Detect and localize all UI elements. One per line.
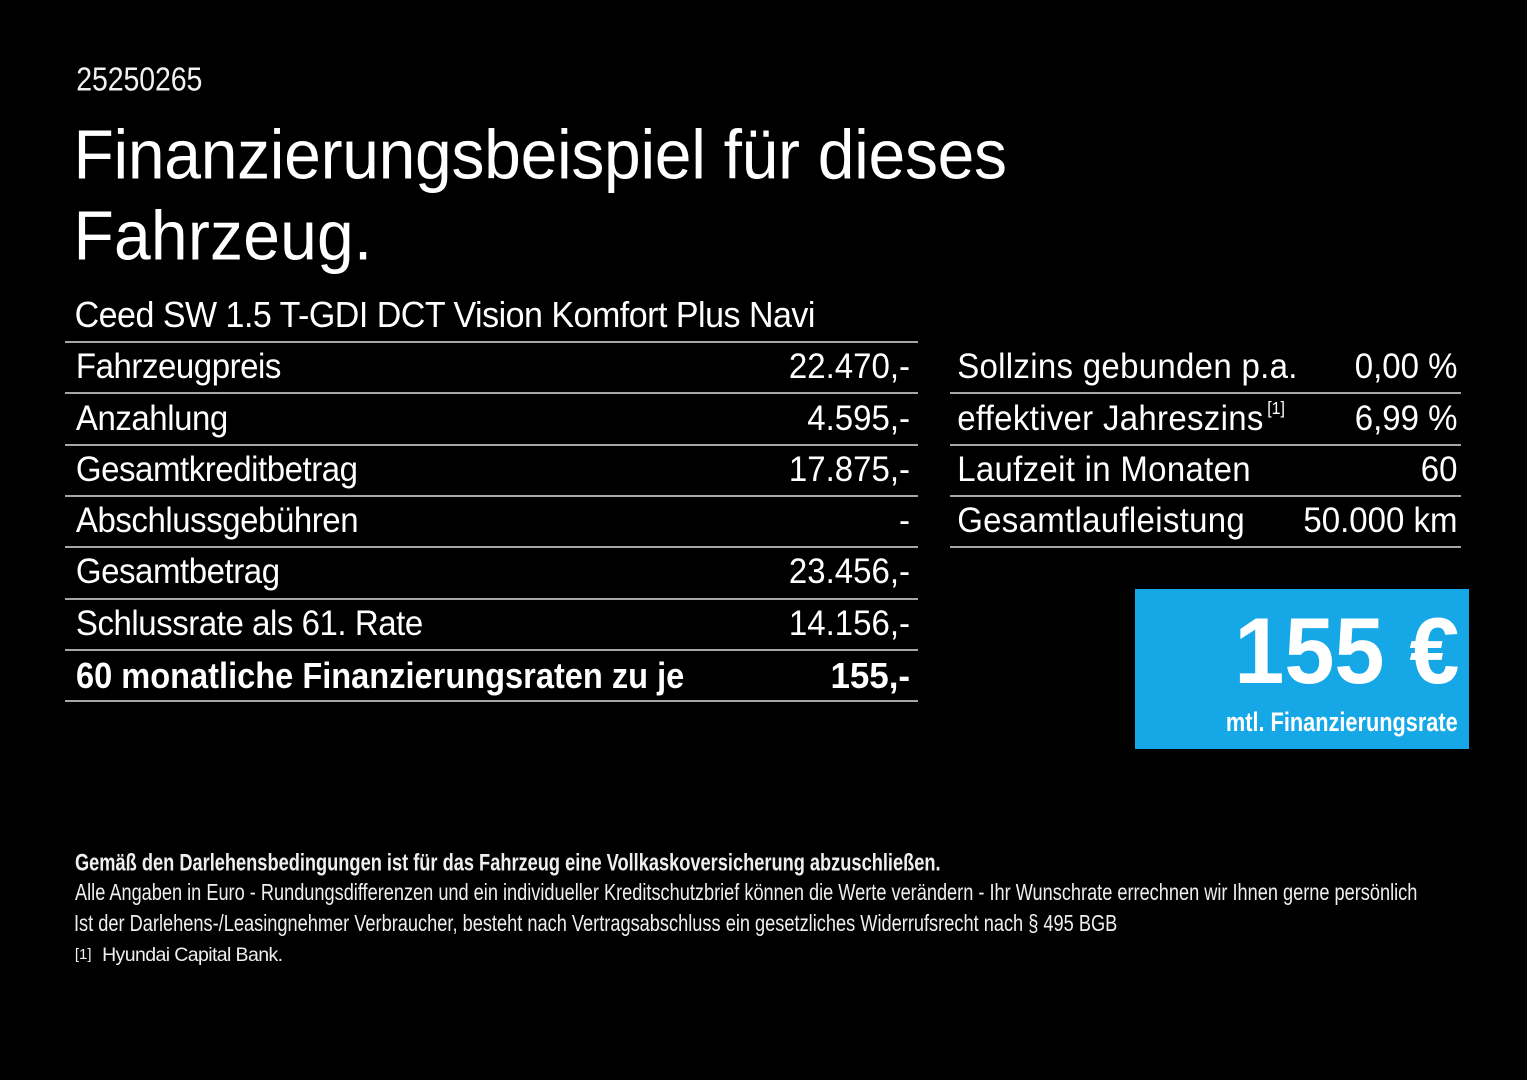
left-table-rule-4 bbox=[65, 546, 918, 549]
page-title-line2: Fahrzeug. bbox=[73, 195, 373, 275]
left-table-rule-7 bbox=[65, 700, 918, 703]
right-table-row-label: Laufzeit in Monaten bbox=[957, 448, 1251, 489]
right-table-row-value: 50.000 km bbox=[1303, 499, 1458, 540]
left-table-rule-2 bbox=[65, 443, 918, 446]
footnote-marker: [1] bbox=[74, 945, 92, 963]
right-table-row-label: effektiver Jahreszins [1] bbox=[957, 397, 1285, 437]
left-table-row-value: 155,- bbox=[830, 655, 910, 697]
left-table-row-label: Gesamtbetrag bbox=[75, 551, 280, 591]
footer-note-line2: Ist der Darlehens-/Leasingnehmer Verbrau… bbox=[73, 910, 1117, 937]
left-table-row-value: 17.875,- bbox=[788, 448, 910, 489]
left-table-rule-3 bbox=[65, 494, 918, 497]
price-badge-caption: mtl. Finanzierungsrate bbox=[1226, 706, 1458, 737]
right-table-row-value: 6,99 % bbox=[1354, 397, 1458, 437]
left-table-row-value: - bbox=[899, 499, 910, 540]
page-title-line1: Finanzierungsbeispiel für dieses bbox=[73, 114, 1008, 193]
right-table-rule-1 bbox=[950, 443, 1461, 446]
footer-bold-note: Gemäß den Darlehensbedingungen ist für d… bbox=[75, 848, 941, 876]
right-table-rule-0 bbox=[950, 392, 1461, 395]
left-table-row-label: Gesamtkreditbetrag bbox=[75, 448, 358, 489]
right-table-row-value: 0,00 % bbox=[1354, 345, 1458, 386]
left-table-row-value: 22.470,- bbox=[788, 345, 910, 386]
left-table-row-value: 23.456,- bbox=[788, 551, 910, 591]
footnote-marker: [1] bbox=[1267, 399, 1285, 418]
left-table-row-label: 60 monatliche Finanzierungsraten zu je bbox=[75, 655, 685, 697]
left-table-rule-6 bbox=[65, 648, 918, 651]
footnote-text: Hyundai Capital Bank. bbox=[102, 943, 283, 966]
right-table-rule-2 bbox=[950, 494, 1461, 497]
left-table-rule-5 bbox=[65, 597, 918, 600]
left-table-row-label: Abschlussgebühren bbox=[75, 499, 359, 540]
left-table-row-label: Fahrzeugpreis bbox=[75, 345, 282, 386]
left-table-rule-0 bbox=[65, 341, 918, 343]
right-table-row-label: Gesamtlaufleistung bbox=[957, 499, 1246, 540]
price-badge-amount: 155 € bbox=[1234, 599, 1460, 704]
left-table-rule-1 bbox=[65, 392, 918, 395]
vehicle-subtitle: Ceed SW 1.5 T-GDI DCT Vision Komfort Plu… bbox=[74, 294, 816, 336]
vehicle-id: 25250265 bbox=[76, 61, 203, 99]
left-table-row-label: Schlussrate als 61. Rate bbox=[75, 602, 423, 642]
right-table-rule-3 bbox=[950, 546, 1461, 549]
left-table-row-label: Anzahlung bbox=[75, 397, 228, 437]
price-badge bbox=[1134, 589, 1469, 749]
footer-note-line1: Alle Angaben in Euro - Rundungsdifferenz… bbox=[75, 879, 1418, 906]
footnote: [1] Hyundai Capital Bank. bbox=[74, 943, 283, 966]
right-table-row-label: Sollzins gebunden p.a. bbox=[957, 345, 1298, 386]
right-table-row-value: 60 bbox=[1420, 448, 1458, 489]
left-table-row-value: 4.595,- bbox=[807, 397, 910, 437]
left-table-row-value: 14.156,- bbox=[788, 602, 910, 642]
